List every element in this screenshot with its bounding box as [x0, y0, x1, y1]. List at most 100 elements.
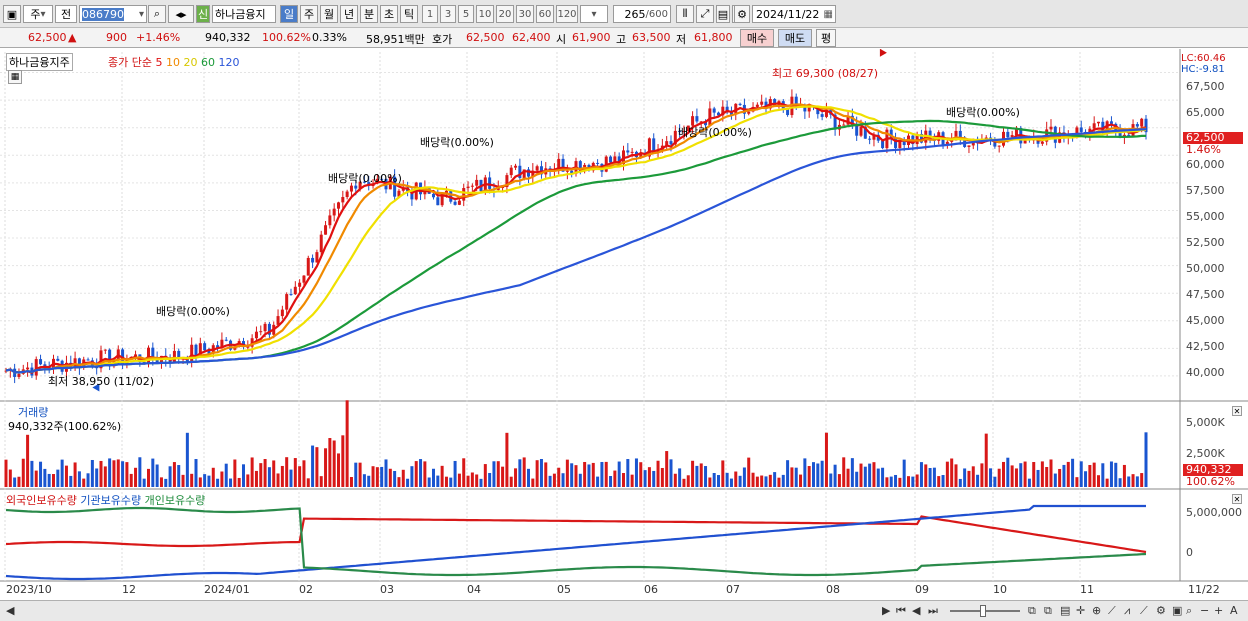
volume-bar: [673, 473, 677, 487]
volume-bar: [220, 471, 224, 487]
interval-120[interactable]: 120: [556, 5, 578, 23]
volume-bar: [406, 478, 410, 487]
save-chart-icon[interactable]: ▣: [1172, 604, 1183, 617]
zoom-search-icon[interactable]: ⌕: [1186, 604, 1193, 617]
zoom-slider-thumb[interactable]: [980, 605, 986, 617]
crosshair-icon[interactable]: ⊕: [1092, 604, 1102, 617]
zigzag-icon[interactable]: ⩘: [1124, 604, 1131, 617]
period-day-tab[interactable]: 일: [280, 5, 298, 23]
price-tick: 65,000: [1186, 106, 1225, 119]
close-holding-icon[interactable]: ✕: [1232, 494, 1242, 504]
settings-icon[interactable]: ⚙: [1156, 604, 1166, 617]
interval-select[interactable]: ▾: [580, 5, 608, 23]
market-label: 주: [30, 8, 41, 21]
window-icon[interactable]: ⧉: [1028, 604, 1036, 617]
volume-bar: [1127, 476, 1131, 487]
zoom-out-icon[interactable]: −: [1200, 604, 1210, 617]
interval-5[interactable]: 5: [458, 5, 474, 23]
interval-10[interactable]: 10: [476, 5, 494, 23]
close-volume-icon[interactable]: ✕: [1232, 406, 1242, 416]
candle-body: [315, 252, 319, 263]
candle-body: [773, 99, 777, 106]
period-month-tab[interactable]: 월: [320, 5, 338, 23]
period-minute-tab[interactable]: 분: [360, 5, 378, 23]
search-icon[interactable]: ⌕: [148, 5, 166, 23]
buy-button[interactable]: 매수: [740, 29, 774, 47]
trend-icon[interactable]: ⟋: [1140, 604, 1148, 617]
volume-bar: [108, 458, 112, 487]
zoom-in-icon[interactable]: +: [1214, 604, 1224, 617]
volume-bar: [86, 473, 90, 487]
save-icon[interactable]: ▤: [716, 5, 730, 23]
candle-body: [1144, 118, 1148, 133]
period-year-tab[interactable]: 년: [340, 5, 358, 23]
volume-bar: [924, 464, 928, 487]
interval-20[interactable]: 20: [496, 5, 514, 23]
prev-icon[interactable]: ◀: [912, 604, 921, 617]
interval-60[interactable]: 60: [536, 5, 554, 23]
volume-bar: [449, 477, 453, 487]
volume-bar: [557, 467, 561, 487]
font-size-icon[interactable]: A: [1230, 604, 1238, 617]
volume-bar: [112, 460, 116, 487]
volume-bar: [660, 467, 664, 487]
count-input[interactable]: 265/600: [613, 5, 671, 23]
compare-icon[interactable]: ⤢: [696, 5, 714, 23]
date-input[interactable]: 2024/11/22 ▦: [752, 5, 836, 23]
grid-toggle-icon[interactable]: ▦: [8, 70, 22, 84]
first-icon[interactable]: ⏮: [896, 604, 906, 617]
scroll-right-icon[interactable]: ▶: [882, 604, 891, 617]
candle-body: [881, 140, 885, 149]
eval-button[interactable]: 평: [816, 29, 836, 47]
window2-icon[interactable]: ⧉: [1044, 604, 1052, 617]
scroll-left-icon[interactable]: ◀: [6, 604, 15, 617]
interval-30[interactable]: 30: [516, 5, 534, 23]
calendar-icon[interactable]: ▦: [823, 8, 833, 20]
market-select[interactable]: 주 ▾: [23, 5, 53, 23]
candle-body: [302, 275, 306, 283]
interval-3[interactable]: 3: [440, 5, 456, 23]
chart-config-icon[interactable]: ⫴: [676, 5, 694, 23]
candle-body: [440, 193, 444, 206]
candle-body: [4, 370, 8, 372]
sound-icon[interactable]: ◂▸: [168, 5, 194, 23]
volume-bar: [207, 475, 211, 487]
line-tool-icon[interactable]: ⟋: [1108, 604, 1116, 617]
volume-bar: [751, 472, 755, 487]
sell-button[interactable]: 매도: [778, 29, 812, 47]
volume-bar: [691, 460, 695, 487]
menu-icon[interactable]: ▣: [3, 5, 21, 23]
volume-bar: [168, 466, 172, 487]
period-week-tab[interactable]: 주: [300, 5, 318, 23]
volume-bar: [967, 470, 971, 487]
volume-bar: [596, 476, 600, 487]
volume-bar: [829, 473, 833, 487]
volume-bar: [712, 473, 716, 487]
volume-bar: [341, 435, 345, 487]
candle-body: [311, 257, 315, 263]
chart-scrollbar[interactable]: ◀ ▶ ⏮ ◀ ⏭ ⧉ ⧉ ▤ ✛ ⊕ ⟋ ⩘ ⟋ ⚙ ▣ ⌕ − + A: [0, 600, 1248, 621]
stock-code-input[interactable]: 086790 ▾: [79, 5, 147, 23]
volume-bar: [820, 460, 824, 487]
volume-bar: [432, 468, 435, 487]
next-icon[interactable]: ⏭: [928, 604, 938, 617]
volume-bar: [4, 459, 8, 487]
volume-bar: [522, 457, 526, 487]
gear-icon[interactable]: ⚙: [734, 5, 750, 23]
candle-body: [997, 145, 1001, 147]
cross-icon[interactable]: ✛: [1076, 604, 1086, 617]
volume-bar: [483, 464, 487, 487]
volume-bar: [457, 473, 461, 487]
candle-body: [332, 208, 336, 216]
candle-body: [708, 108, 712, 126]
chart-canvas[interactable]: [0, 49, 1248, 601]
candle-body: [561, 158, 565, 172]
period-second-tab[interactable]: 초: [380, 5, 398, 23]
interval-1[interactable]: 1: [422, 5, 438, 23]
period-tick-tab[interactable]: 틱: [400, 5, 418, 23]
candle-body: [570, 170, 574, 174]
table-icon[interactable]: ▤: [1060, 604, 1071, 617]
volume-bar: [289, 469, 293, 487]
kind-select[interactable]: 전: [55, 5, 77, 23]
candle-body: [717, 112, 720, 116]
